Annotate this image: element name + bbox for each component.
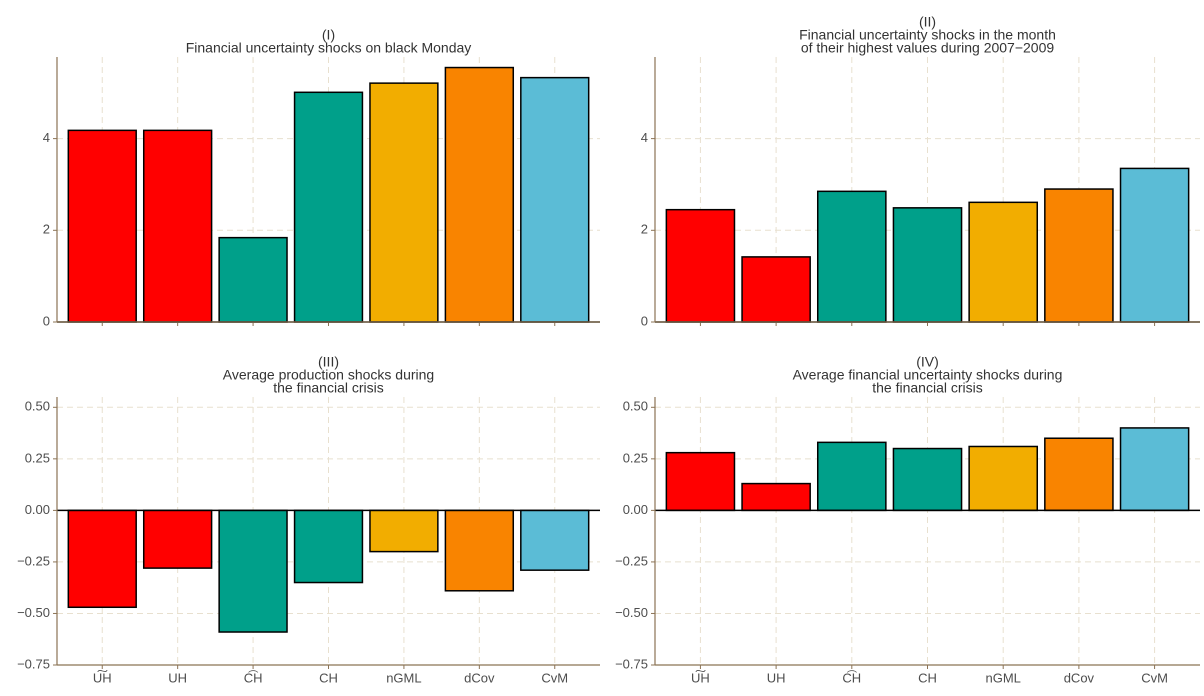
bar bbox=[665, 451, 736, 512]
bar bbox=[816, 441, 887, 512]
y-tick-label: −0.75 bbox=[17, 656, 50, 671]
x-tick-label: U͠H bbox=[93, 670, 112, 685]
y-tick-label: 0 bbox=[43, 313, 50, 328]
y-tick-label: 4 bbox=[43, 130, 50, 145]
y-tick-label: −0.25 bbox=[615, 553, 648, 568]
y-tick-label: 0 bbox=[641, 313, 648, 328]
x-tick-label: CvM bbox=[1141, 670, 1168, 685]
bar bbox=[369, 82, 439, 323]
y-tick-label: 2 bbox=[641, 222, 648, 237]
y-tick-label: 0.50 bbox=[623, 399, 648, 414]
bar bbox=[293, 509, 364, 584]
chart-title: (I) bbox=[322, 27, 335, 43]
x-tick-label: U͠H bbox=[691, 670, 710, 685]
bar bbox=[968, 201, 1039, 323]
y-tick-label: −0.75 bbox=[615, 656, 648, 671]
chart-title: (IV) bbox=[916, 354, 939, 370]
y-tick-label: 0.50 bbox=[25, 399, 50, 414]
x-tick-label: dCov bbox=[1064, 670, 1095, 685]
bar bbox=[1119, 427, 1190, 512]
x-tick-label: C͡H bbox=[842, 670, 861, 685]
y-tick-label: −0.25 bbox=[17, 553, 50, 568]
y-tick-label: 2 bbox=[43, 222, 50, 237]
bar bbox=[892, 447, 963, 512]
bar bbox=[67, 509, 137, 609]
y-tick-label: 0.25 bbox=[623, 450, 648, 465]
chart-title: the financial crisis bbox=[872, 380, 983, 396]
bar bbox=[67, 129, 137, 323]
chart-title: Financial uncertainty shocks on black Mo… bbox=[186, 40, 472, 56]
bar bbox=[444, 66, 515, 323]
x-tick-label: CH bbox=[319, 670, 338, 685]
bar bbox=[218, 236, 288, 323]
y-tick-label: 0.00 bbox=[623, 502, 648, 517]
x-tick-label: C͡H bbox=[244, 670, 263, 685]
bar bbox=[218, 509, 288, 633]
bar bbox=[520, 76, 590, 323]
y-tick-label: −0.50 bbox=[615, 605, 648, 620]
y-tick-label: −0.50 bbox=[17, 605, 50, 620]
bar bbox=[1119, 167, 1190, 323]
bar bbox=[892, 207, 963, 323]
x-tick-label: nGML bbox=[386, 670, 421, 685]
y-tick-label: 4 bbox=[641, 130, 648, 145]
chart-title: of their highest values during 2007−2009 bbox=[801, 40, 1055, 56]
bar bbox=[741, 482, 811, 512]
chart-title: the financial crisis bbox=[273, 380, 384, 396]
x-tick-label: nGML bbox=[985, 670, 1020, 685]
x-tick-label: CvM bbox=[541, 670, 568, 685]
bar bbox=[369, 509, 439, 553]
chart-title: (III) bbox=[318, 354, 339, 370]
bar bbox=[968, 445, 1039, 512]
bar bbox=[293, 91, 364, 323]
x-tick-label: UH bbox=[767, 670, 786, 685]
bar bbox=[142, 509, 213, 569]
chart-title: Average production shocks during bbox=[223, 367, 434, 383]
y-tick-label: 0.00 bbox=[25, 502, 50, 517]
bar bbox=[142, 129, 213, 323]
bar bbox=[444, 509, 515, 592]
x-tick-label: CH bbox=[918, 670, 937, 685]
bar bbox=[1044, 188, 1114, 323]
chart-title: Average financial uncertainty shocks dur… bbox=[793, 367, 1063, 383]
chart-title: (II) bbox=[919, 14, 936, 30]
chart-title: Financial uncertainty shocks in the mont… bbox=[799, 27, 1056, 43]
x-tick-label: dCov bbox=[464, 670, 495, 685]
bar bbox=[741, 256, 811, 323]
x-tick-label: UH bbox=[168, 670, 187, 685]
bar bbox=[816, 190, 887, 323]
bar bbox=[520, 509, 590, 571]
bar bbox=[665, 208, 736, 323]
y-tick-label: 0.25 bbox=[25, 450, 50, 465]
bar bbox=[1044, 437, 1114, 512]
